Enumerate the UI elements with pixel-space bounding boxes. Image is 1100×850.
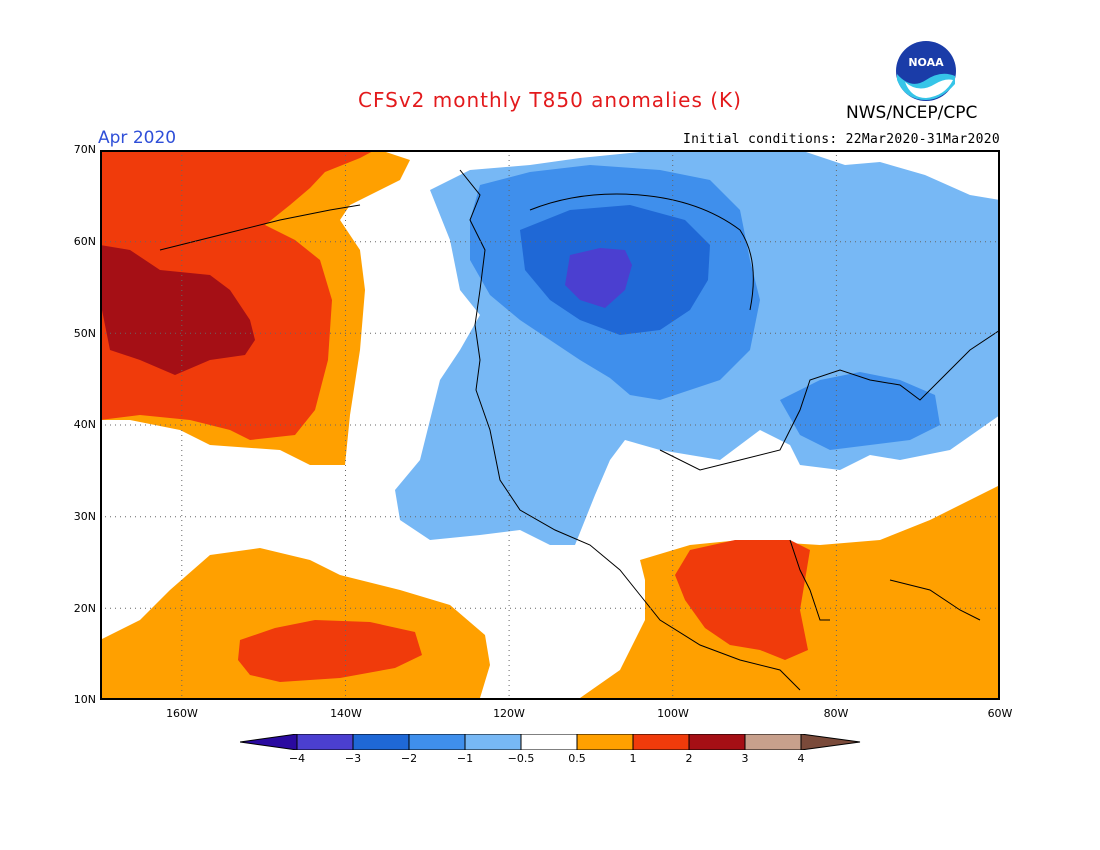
anomaly-map	[100, 150, 1000, 700]
anomaly-region-cold-3to4	[565, 248, 632, 308]
map-title: CFSv2 monthly T850 anomalies (K)	[358, 88, 742, 112]
forecast-month-label: Apr 2020	[98, 128, 177, 148]
anomaly-region-gulf-1to2	[675, 540, 810, 660]
colorbar-swatch	[633, 734, 689, 750]
lon-label-140w: 140W	[330, 707, 362, 720]
anomaly-region-subtropics-1to2	[238, 620, 422, 682]
colorbar-label: 0.5	[568, 752, 586, 765]
colorbar-swatch	[689, 734, 745, 750]
anomaly-region-npac-gt3	[100, 245, 255, 375]
colorbar-label: −0.5	[507, 752, 535, 765]
lat-label-10n: 10N	[73, 693, 96, 706]
colorbar-low-arrow	[240, 734, 297, 750]
initial-conditions-label: Initial conditions: 22Mar2020-31Mar2020	[683, 132, 1000, 147]
colorbar-swatch	[353, 734, 409, 750]
colorbar-label: 1	[629, 752, 637, 765]
lon-label-80w: 80W	[823, 707, 849, 720]
colorbar-label: 2	[685, 752, 693, 765]
colorbar-label: −4	[288, 752, 306, 765]
lon-label-60w: 60W	[987, 707, 1013, 720]
colorbar-swatch	[409, 734, 465, 750]
colorbar-label: −3	[344, 752, 362, 765]
colorbar-swatch	[297, 734, 353, 750]
lat-label-40n: 40N	[73, 418, 96, 431]
noaa-logo-text: NOAA	[908, 56, 944, 69]
noaa-logo-icon: NOAA	[896, 41, 956, 101]
lat-label-60n: 60N	[73, 235, 96, 248]
lat-label-30n: 30N	[73, 510, 96, 523]
colorbar-high-arrow	[801, 734, 860, 750]
lon-label-160w: 160W	[166, 707, 198, 720]
colorbar	[240, 734, 861, 750]
colorbar-swatch	[521, 734, 577, 750]
lat-label-70n: 70N	[73, 143, 96, 156]
lat-label-50n: 50N	[73, 327, 96, 340]
colorbar-label: 3	[741, 752, 749, 765]
colorbar-label: −2	[400, 752, 418, 765]
colorbar-swatch	[465, 734, 521, 750]
lon-label-120w: 120W	[493, 707, 525, 720]
coastline-outlines	[159, 169, 1000, 691]
anomaly-region-cold-1to2-east	[780, 372, 940, 450]
lon-label-100w: 100W	[657, 707, 689, 720]
colorbar-label: 4	[797, 752, 805, 765]
colorbar-label: −1	[456, 752, 474, 765]
agency-label: NWS/NCEP/CPC	[846, 103, 978, 123]
map-frame	[100, 150, 1000, 700]
lat-lon-grid	[100, 150, 1000, 700]
colorbar-swatch	[577, 734, 633, 750]
colorbar-swatch	[745, 734, 801, 750]
lat-label-20n: 20N	[73, 602, 96, 615]
